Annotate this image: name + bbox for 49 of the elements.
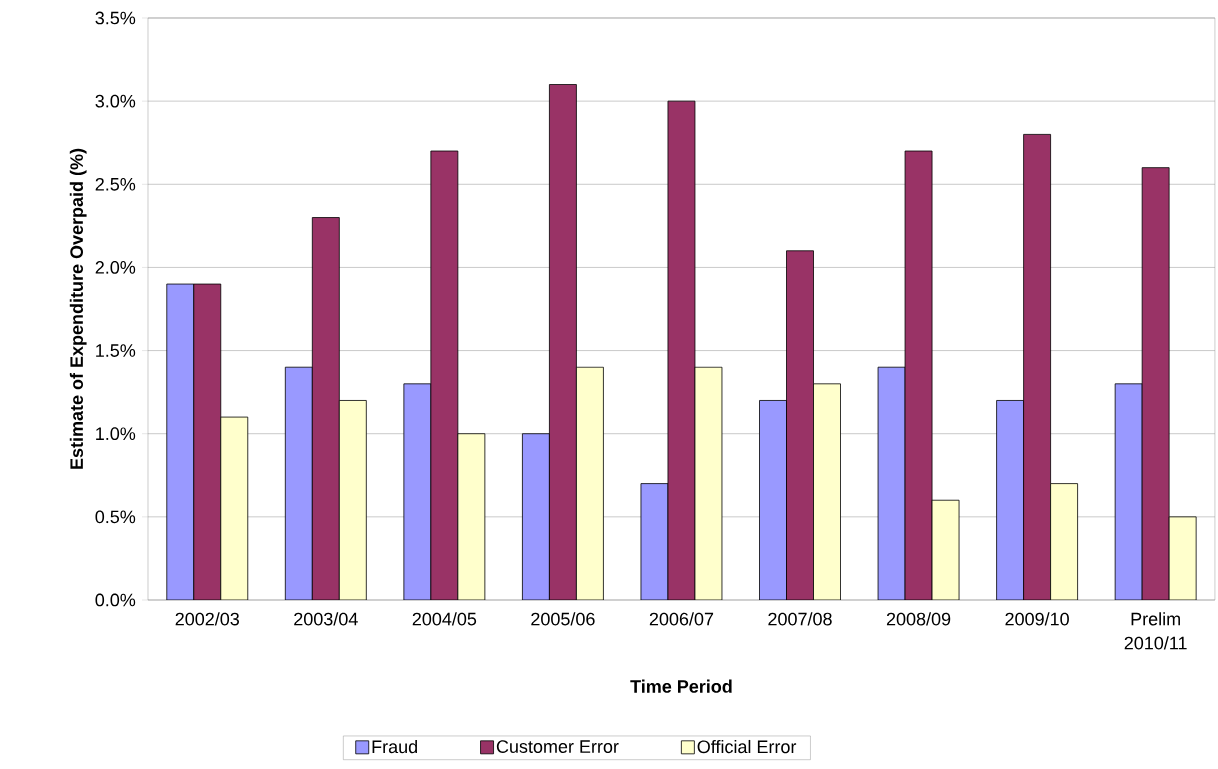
bar <box>1168 516 1197 600</box>
bar <box>813 383 841 600</box>
x-tick-label: 2009/10 <box>1005 612 1069 626</box>
bar <box>640 483 668 600</box>
bar <box>1023 134 1051 600</box>
x-tick-label: 2003/04 <box>294 612 358 626</box>
bar <box>285 367 313 600</box>
x-tick-label: 2004/05 <box>412 612 477 626</box>
bar <box>759 400 787 600</box>
bar <box>694 367 722 600</box>
bar <box>1141 167 1170 600</box>
x-tick-label: 2008/09 <box>886 612 951 626</box>
bar <box>430 151 458 600</box>
bar <box>1050 483 1078 600</box>
legend-label: Customer Error <box>496 740 619 753</box>
bar <box>1114 383 1143 600</box>
bar <box>193 284 221 600</box>
bar <box>522 433 550 600</box>
legend-label: Official Error <box>697 739 797 754</box>
x-tick-label: 2002/03 <box>175 612 240 626</box>
x-tick-label: Prelim 2010/11 <box>1124 612 1187 650</box>
bar <box>878 367 906 600</box>
x-axis-title: Time Period <box>630 679 732 693</box>
y-tick-label: 0.5% <box>95 510 136 524</box>
y-tick-label: 3.0% <box>95 94 136 108</box>
bar <box>996 400 1024 600</box>
legend-label: Fraud <box>372 739 417 754</box>
bar <box>576 367 604 600</box>
bar <box>220 417 248 600</box>
bar <box>312 217 340 600</box>
bar <box>549 84 577 600</box>
bar <box>905 151 933 600</box>
y-tick-label: 3.5% <box>95 11 136 25</box>
y-tick-label: 2.5% <box>95 177 136 191</box>
y-tick-label: 2.0% <box>95 261 136 274</box>
bar <box>667 101 695 600</box>
y-axis-title: Estimate of Expenditure Overpaid (%) <box>69 148 87 469</box>
bar <box>457 433 485 600</box>
y-tick-label: 1.0% <box>96 427 136 441</box>
y-tick-label: 1.5% <box>96 344 136 357</box>
bar <box>403 383 431 600</box>
bar <box>786 250 814 600</box>
bar <box>339 400 367 600</box>
x-tick-label: 2006/07 <box>649 612 714 626</box>
bar <box>932 500 960 600</box>
y-tick-label: 0.0% <box>95 593 136 607</box>
x-tick-label: 2005/06 <box>531 612 595 626</box>
bar <box>166 284 194 600</box>
x-tick-label: 2007/08 <box>768 612 832 626</box>
